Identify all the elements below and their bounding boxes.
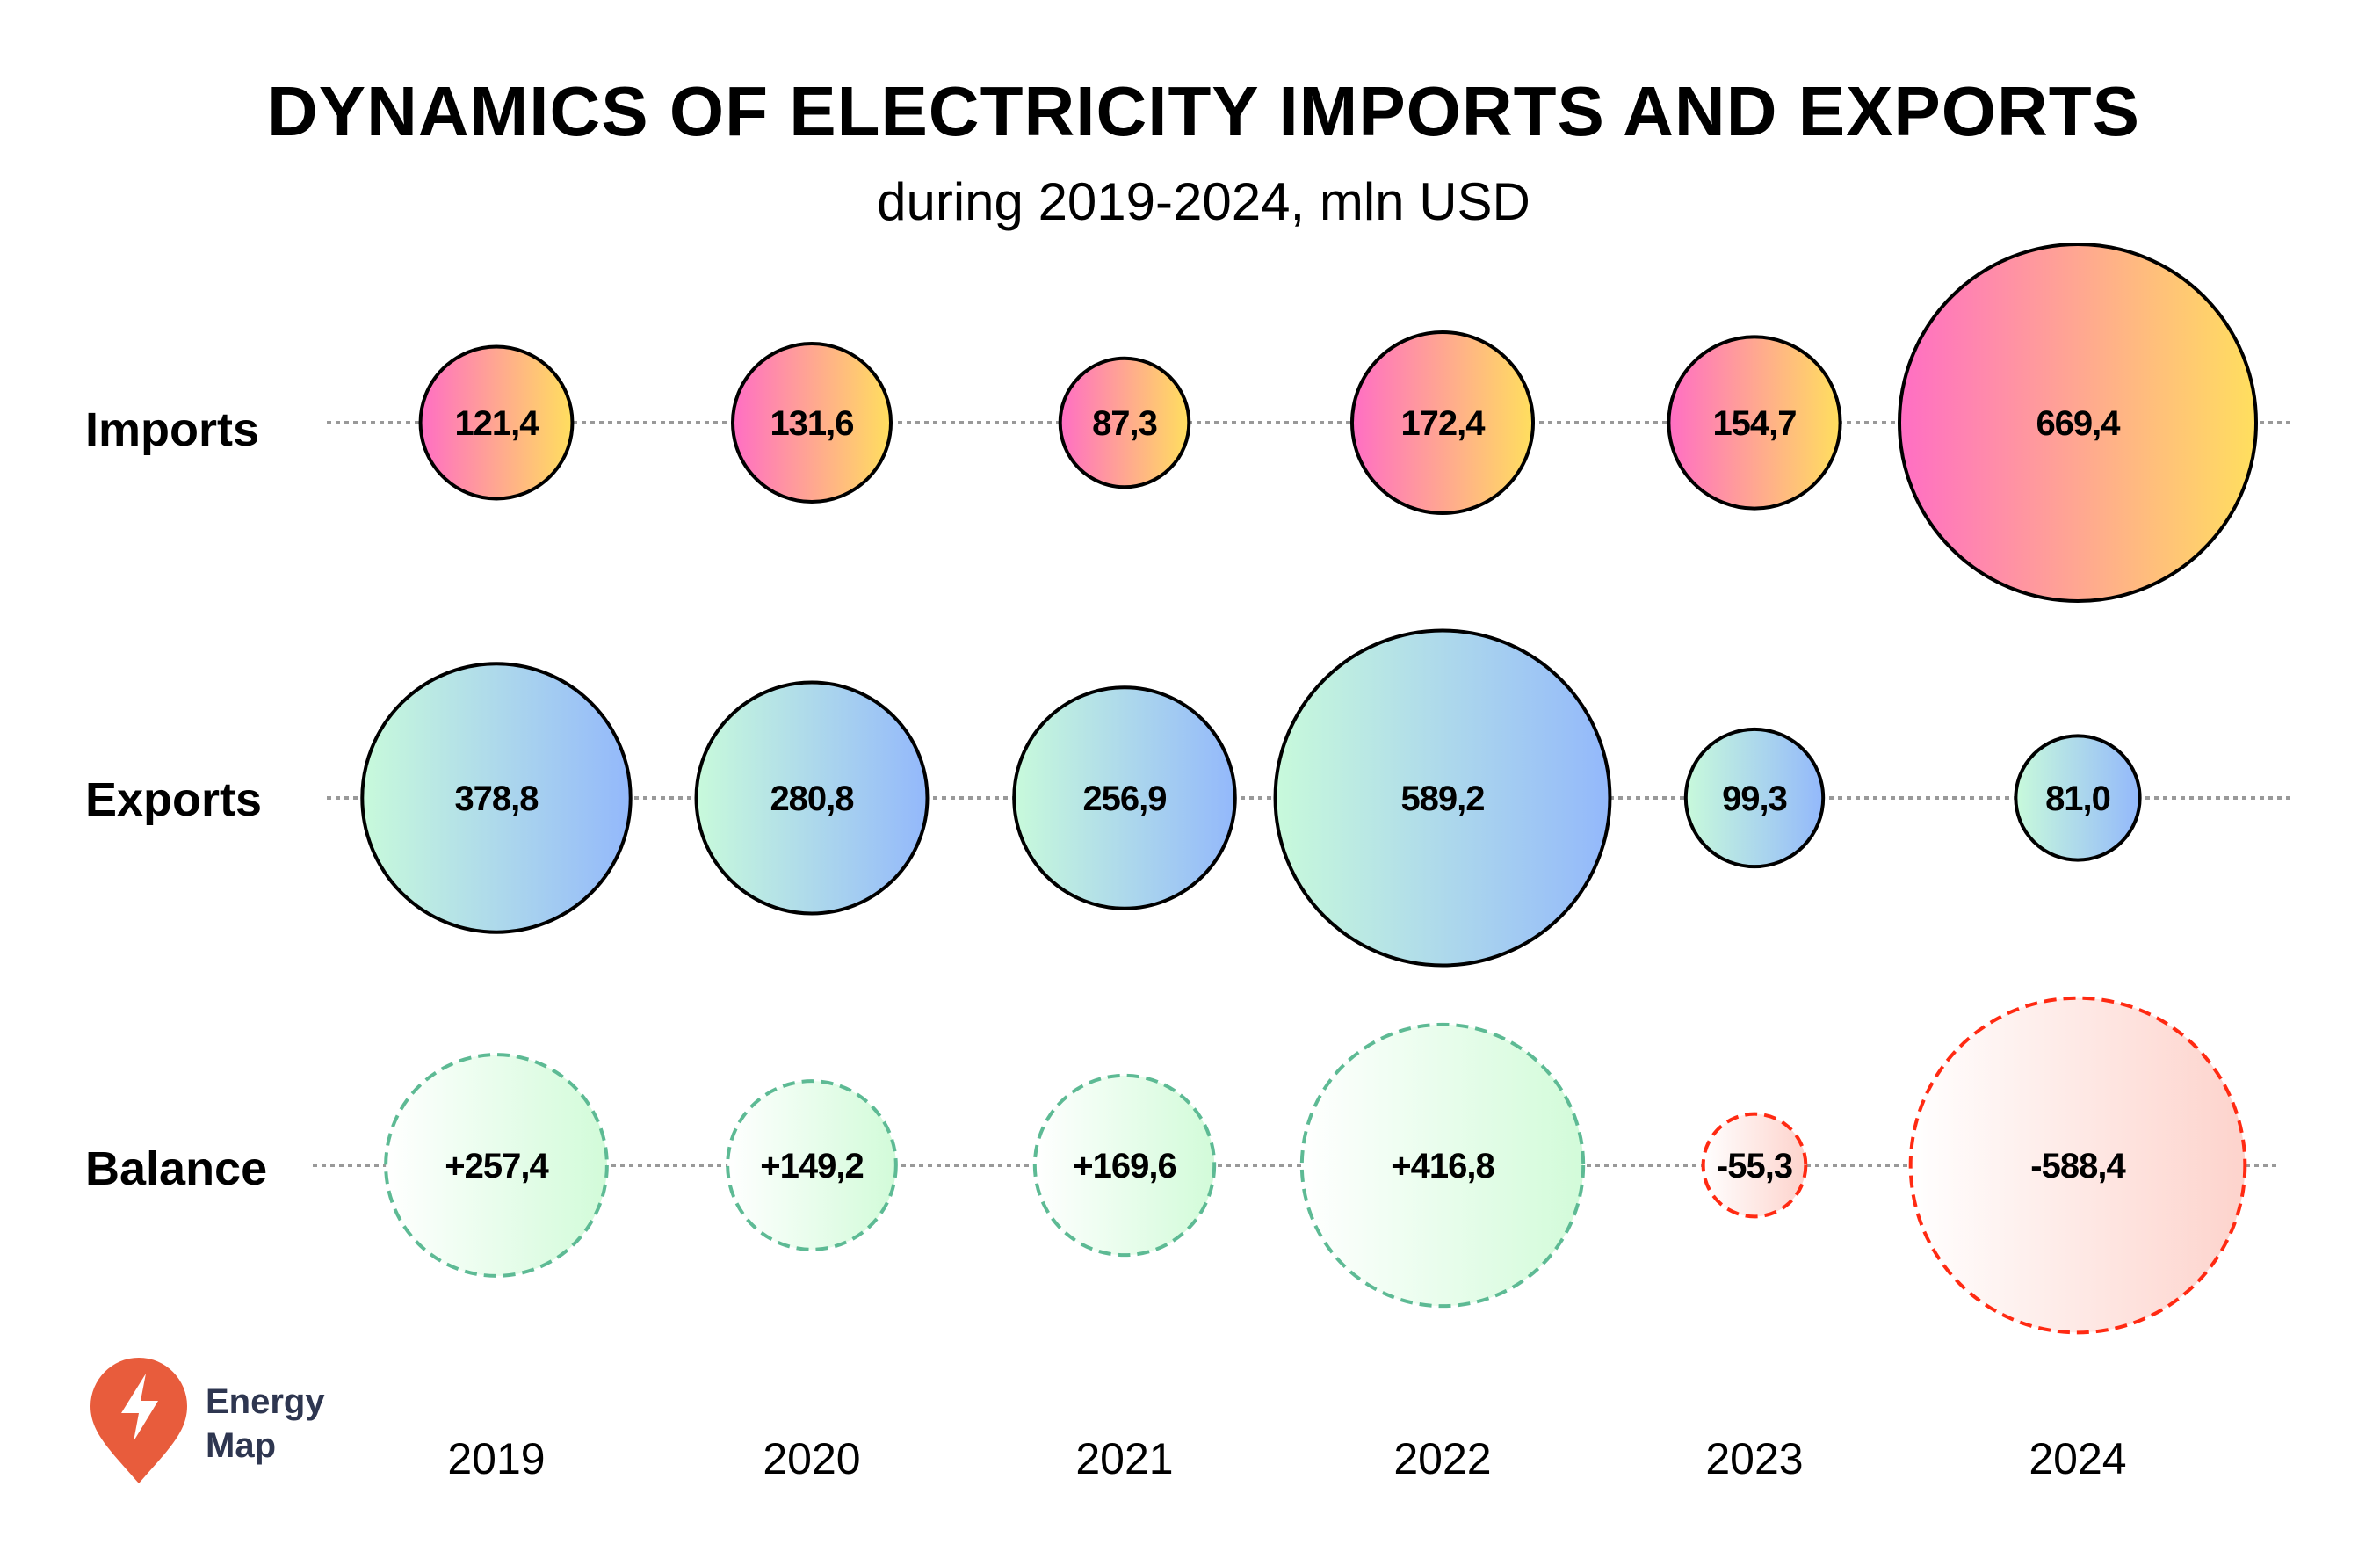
value-label: 99,3 (1722, 779, 1787, 818)
value-label: 81,0 (2045, 779, 2110, 818)
row-label-imports: Imports (85, 403, 259, 456)
logo-text-line1: Energy (206, 1382, 325, 1421)
bubble-imports-2019: 121,4 (418, 344, 575, 501)
bubble-balance-2024: -588,4 (1908, 996, 2247, 1335)
bubble-circle (1898, 243, 2258, 603)
logo: Energy Map (90, 1358, 325, 1483)
year-label-2023: 2023 (1705, 1434, 1803, 1483)
value-label: 589,2 (1400, 779, 1484, 818)
bubbles-layer: 121,4 131,6 87,3 172,4 154,7 669,4 378,8 280,8 2… (360, 243, 2258, 1335)
bubble-circle (730, 341, 893, 504)
row-label-balance: Balance (85, 1142, 267, 1195)
value-label: 131,6 (770, 404, 853, 443)
bubble-circle (1299, 1022, 1586, 1309)
bubble-imports-2020: 131,6 (730, 341, 893, 504)
bubble-circle (694, 680, 930, 916)
bubble-exports-2021: 256,9 (1012, 685, 1237, 910)
bubble-circle (360, 662, 633, 934)
bubble-circle (1683, 727, 1826, 869)
lightning-pin-icon (90, 1358, 187, 1483)
value-label: +257,4 (445, 1147, 549, 1185)
bubble-imports-2024: 669,4 (1898, 243, 2258, 603)
value-label: -55,3 (1717, 1147, 1792, 1185)
year-label-2022: 2022 (1393, 1434, 1491, 1483)
bubble-imports-2023: 154,7 (1667, 335, 1842, 511)
value-label: 154,7 (1712, 404, 1796, 443)
value-label: -588,4 (2030, 1147, 2126, 1185)
year-label-2024: 2024 (2029, 1434, 2126, 1483)
value-label: +416,8 (1391, 1147, 1494, 1185)
logo-text-line2: Map (206, 1426, 276, 1465)
value-label: 669,4 (2036, 404, 2121, 443)
bubble-balance-2020: +149,2 (726, 1079, 898, 1251)
bubble-circle (1012, 685, 1237, 910)
bubble-exports-2023: 99,3 (1683, 727, 1826, 869)
year-label-2019: 2019 (447, 1434, 545, 1483)
value-label: +149,2 (760, 1147, 863, 1185)
bubble-exports-2024: 81,0 (2014, 734, 2142, 862)
bubble-circle (2014, 734, 2142, 862)
bubble-circle (1058, 356, 1191, 489)
bubble-balance-2021: +169,6 (1032, 1073, 1217, 1258)
bubble-exports-2020: 280,8 (694, 680, 930, 916)
bubble-circle (1667, 335, 1842, 511)
year-label-2020: 2020 (763, 1434, 860, 1483)
bubble-circle (1273, 628, 1612, 968)
bubble-balance-2023: -55,3 (1701, 1112, 1808, 1219)
bubble-imports-2021: 87,3 (1058, 356, 1191, 489)
bubble-circle (1908, 996, 2247, 1335)
bubble-circle (1032, 1073, 1217, 1258)
value-label: +169,6 (1073, 1147, 1176, 1185)
value-label: 280,8 (770, 779, 854, 818)
value-label: 172,4 (1400, 404, 1486, 443)
bubble-exports-2022: 589,2 (1273, 628, 1612, 968)
year-label-2021: 2021 (1075, 1434, 1173, 1483)
bubble-imports-2022: 172,4 (1349, 330, 1536, 516)
bubble-balance-2022: +416,8 (1299, 1022, 1586, 1309)
bubble-circle (1701, 1112, 1808, 1219)
value-label: 378,8 (454, 779, 539, 818)
chart-title: DYNAMICS OF ELECTRICITY IMPORTS AND EXPO… (267, 72, 2140, 150)
value-label: 87,3 (1092, 404, 1157, 443)
bubble-circle (726, 1079, 898, 1251)
x-axis-years: 2019 2020 2021 2022 2023 2024 (447, 1434, 2126, 1483)
bubble-exports-2019: 378,8 (360, 662, 633, 934)
value-label: 121,4 (454, 404, 539, 443)
chart-subtitle: during 2019-2024, mln USD (877, 172, 1530, 231)
bubble-balance-2019: +257,4 (384, 1053, 609, 1278)
bubble-circle (418, 344, 575, 501)
bubble-circle (1349, 330, 1536, 516)
row-label-exports: Exports (85, 773, 262, 826)
value-label: 256,9 (1082, 779, 1166, 818)
bubble-circle (384, 1053, 609, 1278)
